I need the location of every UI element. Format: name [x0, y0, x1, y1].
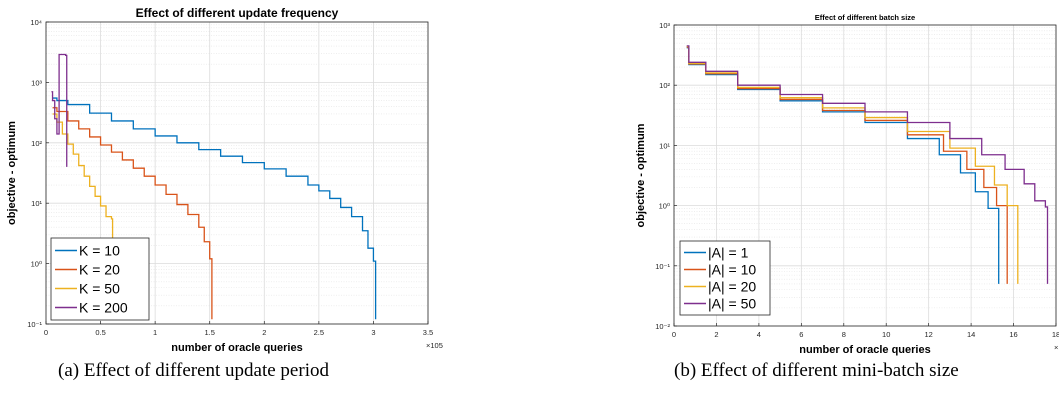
series-line-4	[51, 53, 68, 167]
series-group	[686, 45, 1049, 284]
legend: |A| = 1|A| = 10|A| = 20|A| = 50	[679, 240, 771, 316]
y-tick-label: 10³	[659, 21, 670, 30]
y-tick-label: 10⁰	[31, 260, 42, 269]
x-tick-label: 1.5	[204, 328, 214, 337]
caption-a: (a) Effect of different update period	[58, 360, 329, 381]
legend-label-3: |A| = 20	[708, 279, 756, 295]
legend-label-4: |A| = 50	[708, 296, 756, 312]
y-tick-label: 10²	[659, 81, 670, 90]
legend-box	[679, 240, 771, 316]
y-tick-label: 10⁴	[30, 18, 42, 27]
x-tick-label: 1	[153, 328, 157, 337]
y-tick-label: 10²	[31, 139, 42, 148]
series-line-2	[52, 107, 213, 320]
series-line-1	[52, 97, 377, 320]
x-tick-label: 12	[924, 330, 932, 339]
y-tick-label: 10⁻²	[655, 322, 670, 331]
x-exponent-label: ×104	[1054, 343, 1059, 352]
axes-box	[673, 24, 1057, 327]
series-line-4	[686, 45, 1049, 284]
x-tick-label: 2.5	[314, 328, 324, 337]
series-line-3	[52, 113, 114, 320]
x-tick-label: 8	[842, 330, 846, 339]
x-tick-label: 0	[672, 330, 676, 339]
y-tick-label: 10³	[31, 78, 42, 87]
x-tick-label: 6	[799, 330, 803, 339]
legend-label-3: K = 50	[79, 281, 120, 297]
x-tick-label: 4	[757, 330, 761, 339]
series-line-2	[686, 46, 1008, 284]
axes-box	[45, 21, 429, 325]
y-axis-label: objective - optimum	[6, 121, 18, 225]
x-axis-label: number of oracle queries	[799, 344, 930, 356]
x-tick-label: 14	[967, 330, 975, 339]
y-axis-label: objective - optimum	[635, 123, 647, 227]
caption-b: (b) Effect of different mini-batch size	[674, 360, 959, 381]
minor-grid	[674, 27, 1056, 309]
x-tick-label: 0	[44, 328, 48, 337]
minor-grid	[46, 24, 428, 307]
x-tick-label: 2	[714, 330, 718, 339]
y-tick-label: 10¹	[31, 199, 42, 208]
series-line-3	[686, 45, 1019, 284]
legend-label-2: K = 20	[79, 262, 120, 278]
legend-label-1: K = 10	[79, 243, 120, 259]
x-tick-label: 2	[262, 328, 266, 337]
chart-update-frequency: 0 0.5 1 1.5 2 2.5 3 3.5 10⁻¹ 10⁰ 10¹ 10² 10³ 10⁴ ×105 E…	[6, 6, 443, 354]
x-tick-label: 16	[1009, 330, 1017, 339]
x-exponent-label: ×105	[426, 341, 443, 350]
legend-label-1: |A| = 1	[708, 245, 749, 261]
chart-title: Effect of different update frequency	[136, 6, 339, 20]
series-group	[51, 53, 377, 320]
y-tick-label: 10¹	[659, 141, 670, 150]
x-axis-label: number of oracle queries	[171, 342, 302, 354]
legend-box	[50, 237, 150, 321]
tick-labels: 0 0.5 1 1.5 2 2.5 3 3.5 10⁻¹ 10⁰ 10¹ 10² 10³ 10⁴	[27, 18, 433, 337]
x-tick-label: 10	[882, 330, 890, 339]
chart-batch-size: 0 2 4 6 8 10 12 14 16 18 10⁻² 10⁻¹ 10⁰ 10¹ 10² 10³ ×104 E…	[635, 13, 1059, 356]
tick-labels: 0 2 4 6 8 10 12 14 16 18 10⁻² 10⁻¹ 10⁰ 10¹ 10² 10³	[655, 21, 1059, 339]
legend-label-2: |A| = 10	[708, 262, 756, 278]
x-tick-label: 0.5	[95, 328, 105, 337]
chart-title: Effect of different batch size	[815, 13, 915, 22]
x-tick-label: 3	[371, 328, 375, 337]
legend: K = 10 K = 20 K = 50 K = 200	[50, 237, 150, 321]
y-tick-label: 10⁻¹	[655, 262, 670, 271]
y-tick-label: 10⁰	[659, 202, 670, 211]
x-tick-label: 18	[1052, 330, 1059, 339]
y-tick-label: 10⁻¹	[27, 320, 42, 329]
series-line-1	[686, 47, 1000, 284]
x-tick-label: 3.5	[423, 328, 433, 337]
legend-label-4: K = 200	[79, 300, 128, 316]
